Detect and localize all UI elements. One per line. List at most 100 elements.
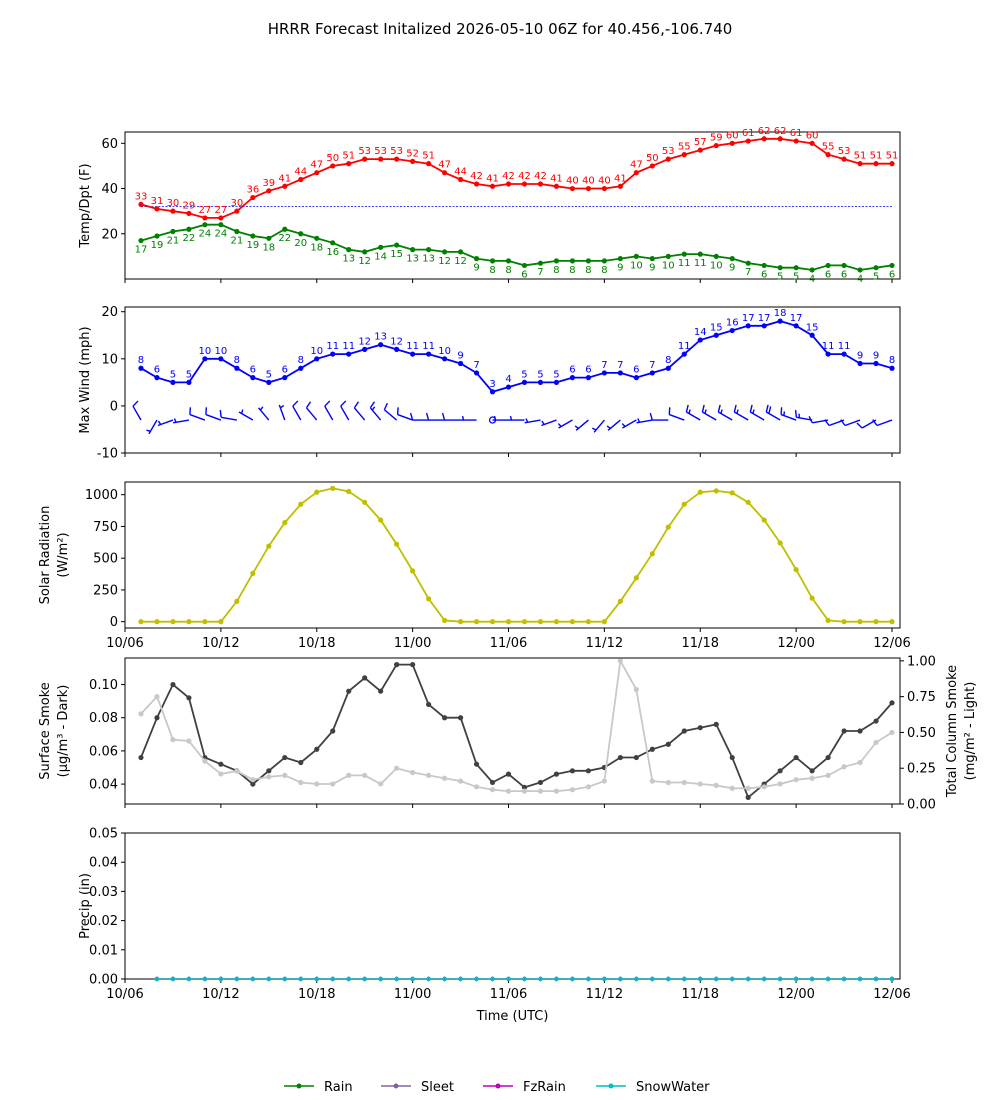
data-point xyxy=(713,142,719,149)
data-point xyxy=(586,976,591,982)
data-label: 13 xyxy=(406,254,419,265)
wind-barb xyxy=(369,401,382,421)
data-point xyxy=(745,794,751,800)
data-label: 9 xyxy=(857,351,863,362)
x-tick-label: 11/00 xyxy=(394,987,431,1002)
data-label: 7 xyxy=(745,267,751,278)
data-point xyxy=(873,718,879,724)
data-label: 47 xyxy=(438,160,451,171)
data-label: 12 xyxy=(454,256,467,267)
data-point xyxy=(282,772,288,778)
data-label: 53 xyxy=(390,146,403,157)
data-point xyxy=(250,777,256,783)
x-tick-label: 11/18 xyxy=(682,636,719,651)
wind-barb xyxy=(557,419,573,429)
y-tick-label: 0 xyxy=(110,615,118,630)
data-point xyxy=(394,541,400,547)
data-point xyxy=(266,774,272,780)
data-point xyxy=(298,365,304,371)
wind-barb xyxy=(383,402,398,421)
data-point xyxy=(777,781,783,787)
data-point xyxy=(346,772,352,778)
barb-staff xyxy=(876,419,893,427)
data-point xyxy=(442,976,447,982)
data-point xyxy=(730,976,735,982)
panel-frame xyxy=(124,131,901,280)
data-point xyxy=(665,741,671,747)
data-label: 6 xyxy=(889,269,895,280)
barb-flag xyxy=(808,415,813,424)
wind-barb xyxy=(157,419,174,427)
data-point xyxy=(681,251,687,257)
data-point xyxy=(457,360,464,367)
data-label: 6 xyxy=(521,269,527,280)
wind-barb xyxy=(508,415,525,421)
data-point xyxy=(489,389,496,395)
x-tick-label: 11/06 xyxy=(490,636,527,651)
data-point xyxy=(857,360,863,367)
data-point xyxy=(170,379,176,385)
barb-flag xyxy=(205,407,208,415)
data-label: 8 xyxy=(553,265,559,276)
data-point xyxy=(426,772,432,778)
barb-half-flag xyxy=(461,415,465,421)
barb-flag xyxy=(668,407,671,415)
data-point xyxy=(362,976,367,982)
data-point xyxy=(682,976,687,982)
data-point xyxy=(617,658,623,664)
data-point xyxy=(362,346,368,352)
data-point xyxy=(713,782,719,788)
data-label: 11 xyxy=(406,341,419,352)
data-label: 8 xyxy=(665,355,671,366)
wind-barb xyxy=(173,418,190,424)
data-label: 40 xyxy=(582,176,595,187)
data-label: 21 xyxy=(230,236,243,247)
barb-flag xyxy=(717,404,721,413)
data-point xyxy=(154,206,160,212)
data-label: 24 xyxy=(215,229,228,240)
wind-barb xyxy=(441,412,461,421)
data-point xyxy=(825,617,831,623)
data-label: 53 xyxy=(358,146,371,157)
y-tick-label: 0.04 xyxy=(89,856,118,871)
data-point xyxy=(250,570,256,577)
barb-staff xyxy=(220,416,237,421)
data-point xyxy=(473,619,480,625)
data-point xyxy=(186,226,192,232)
data-label: 11 xyxy=(342,341,355,352)
barb-flag xyxy=(353,401,360,409)
data-label: 17 xyxy=(758,313,771,324)
x-tick-label: 11/12 xyxy=(586,636,623,651)
data-point xyxy=(458,976,463,982)
data-label: 9 xyxy=(729,263,735,274)
data-point xyxy=(729,327,735,334)
data-point xyxy=(761,323,767,329)
data-point xyxy=(314,781,320,787)
data-point xyxy=(282,226,288,232)
wind-barb xyxy=(574,419,589,431)
data-point xyxy=(777,136,783,142)
data-point xyxy=(537,779,544,786)
x-tick-label: 10/12 xyxy=(202,987,239,1002)
y-tick-label: 0.02 xyxy=(89,914,118,929)
data-label: 6 xyxy=(825,269,831,280)
x-tick-label: 10/18 xyxy=(298,987,335,1002)
data-label: 51 xyxy=(854,151,867,162)
data-point xyxy=(170,619,176,625)
data-point xyxy=(426,701,432,708)
data-point xyxy=(585,768,592,774)
barb-staff xyxy=(383,409,398,421)
data-label: 10 xyxy=(630,260,643,271)
data-point xyxy=(761,262,767,269)
data-point xyxy=(154,715,160,721)
data-point xyxy=(266,379,272,385)
data-point xyxy=(777,768,783,774)
wind-barb xyxy=(396,407,413,421)
data-point xyxy=(697,489,703,495)
data-point xyxy=(569,185,576,192)
data-label: 40 xyxy=(566,176,579,187)
data-point xyxy=(601,258,607,264)
data-point xyxy=(282,754,288,761)
data-point xyxy=(521,181,528,187)
